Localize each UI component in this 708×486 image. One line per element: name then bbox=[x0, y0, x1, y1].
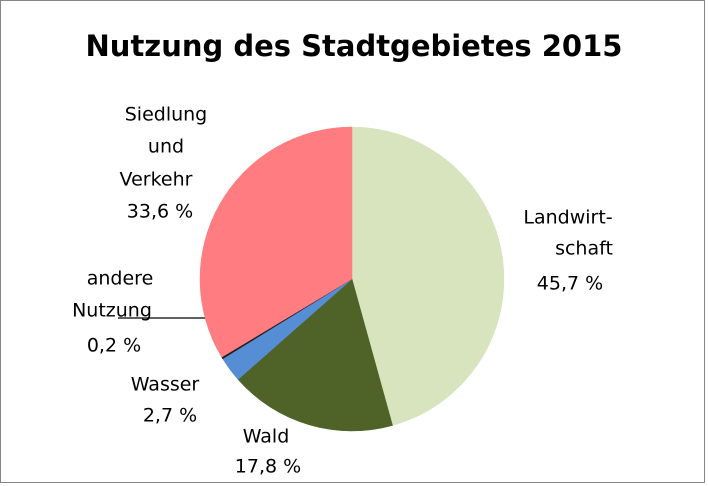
value-label: 0,2 % bbox=[87, 335, 141, 357]
value-label: 17,8 % bbox=[235, 456, 301, 478]
value-label: 45,7 % bbox=[537, 273, 603, 295]
category-label: Verkehr bbox=[120, 169, 193, 191]
value-label: 33,6 % bbox=[127, 201, 193, 223]
pie-slice bbox=[237, 278, 393, 432]
category-label: Siedlung bbox=[125, 104, 208, 126]
category-label: Landwirt- bbox=[523, 207, 612, 229]
category-label: schaft bbox=[555, 238, 613, 260]
category-label: andere bbox=[87, 268, 154, 290]
category-label: und bbox=[148, 136, 184, 158]
category-label: Wasser bbox=[131, 374, 200, 396]
pie-slice bbox=[199, 126, 353, 358]
chart-title: Nutzung des Stadtgebietes 2015 bbox=[86, 29, 623, 63]
category-label: Wald bbox=[243, 426, 290, 448]
pie-slice bbox=[351, 126, 505, 426]
value-label: 2,7 % bbox=[143, 405, 197, 427]
category-label: Nutzung bbox=[72, 300, 152, 322]
